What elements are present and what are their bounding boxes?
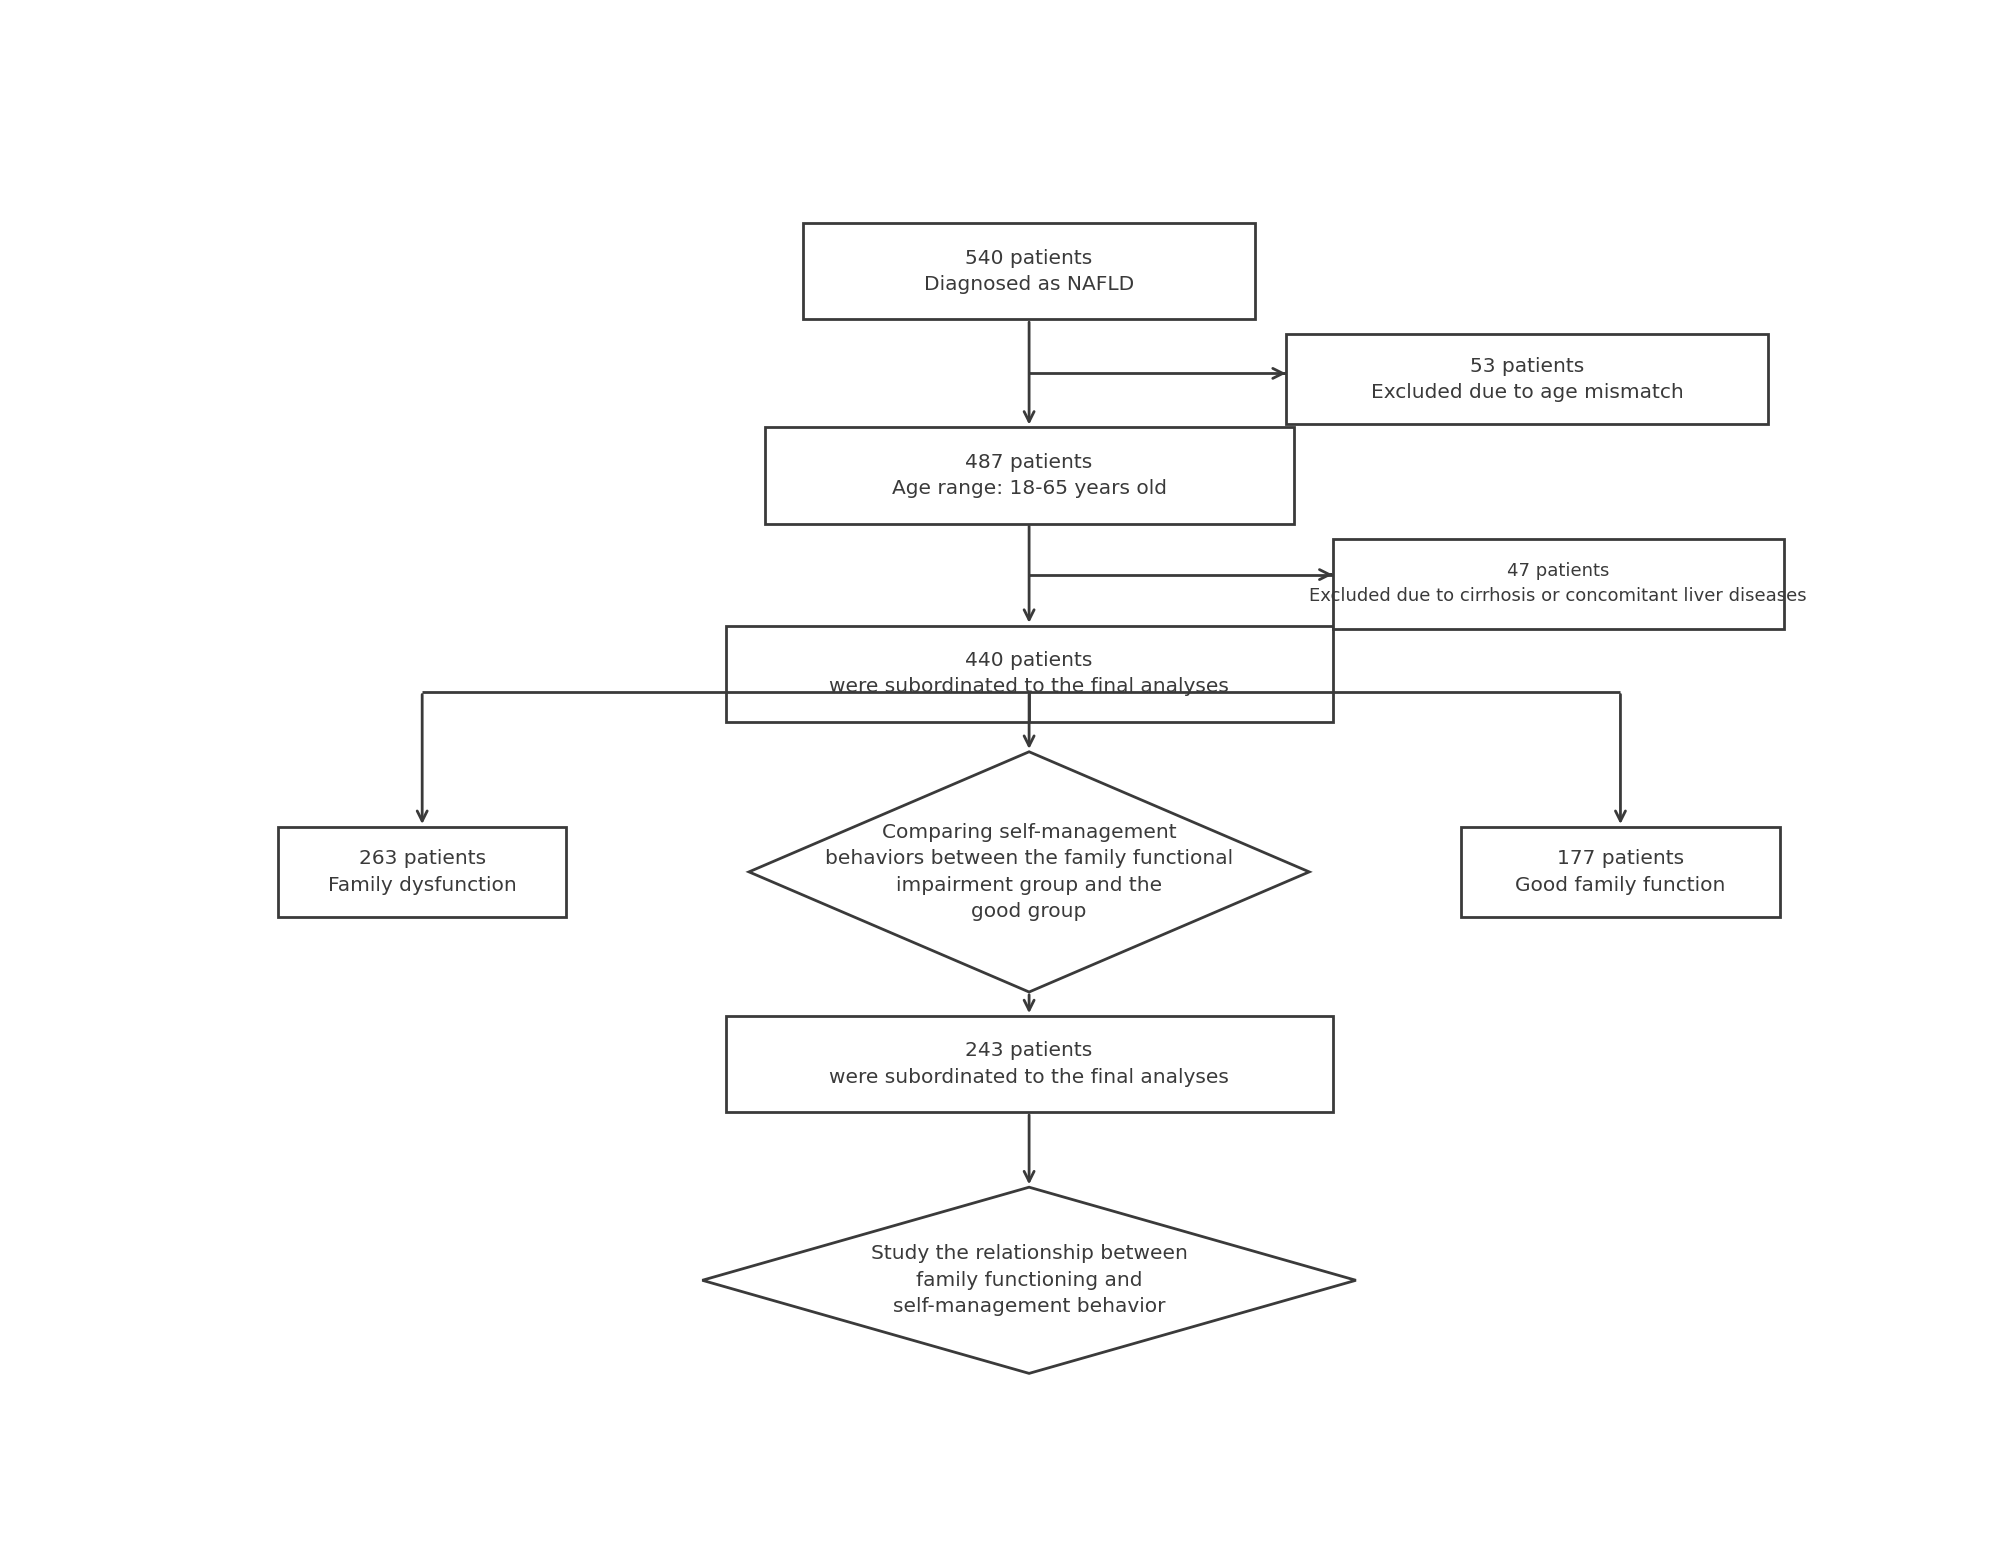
Text: 53 patients
Excluded due to age mismatch: 53 patients Excluded due to age mismatch bbox=[1371, 357, 1682, 402]
Text: 263 patients
Family dysfunction: 263 patients Family dysfunction bbox=[327, 849, 516, 894]
FancyBboxPatch shape bbox=[279, 827, 566, 917]
Text: 177 patients
Good family function: 177 patients Good family function bbox=[1515, 849, 1724, 894]
Text: 540 patients
Diagnosed as NAFLD: 540 patients Diagnosed as NAFLD bbox=[923, 248, 1134, 293]
FancyBboxPatch shape bbox=[803, 223, 1254, 320]
Text: 243 patients
were subordinated to the final analyses: 243 patients were subordinated to the fi… bbox=[829, 1042, 1228, 1087]
Text: 440 patients
were subordinated to the final analyses: 440 patients were subordinated to the fi… bbox=[829, 651, 1228, 696]
FancyBboxPatch shape bbox=[1333, 538, 1782, 629]
Text: Study the relationship between
family functioning and
self-management behavior: Study the relationship between family fu… bbox=[871, 1245, 1186, 1317]
FancyBboxPatch shape bbox=[725, 1016, 1333, 1112]
Text: Comparing self-management
behaviors between the family functional
impairment gro: Comparing self-management behaviors betw… bbox=[825, 822, 1232, 920]
FancyBboxPatch shape bbox=[725, 626, 1333, 722]
Text: 487 patients
Age range: 18-65 years old: 487 patients Age range: 18-65 years old bbox=[891, 452, 1166, 498]
FancyBboxPatch shape bbox=[765, 427, 1293, 524]
Polygon shape bbox=[702, 1187, 1355, 1373]
FancyBboxPatch shape bbox=[1284, 334, 1768, 424]
Polygon shape bbox=[749, 752, 1309, 992]
FancyBboxPatch shape bbox=[1461, 827, 1778, 917]
Text: 47 patients
Excluded due to cirrhosis or concomitant liver diseases: 47 patients Excluded due to cirrhosis or… bbox=[1309, 562, 1806, 605]
